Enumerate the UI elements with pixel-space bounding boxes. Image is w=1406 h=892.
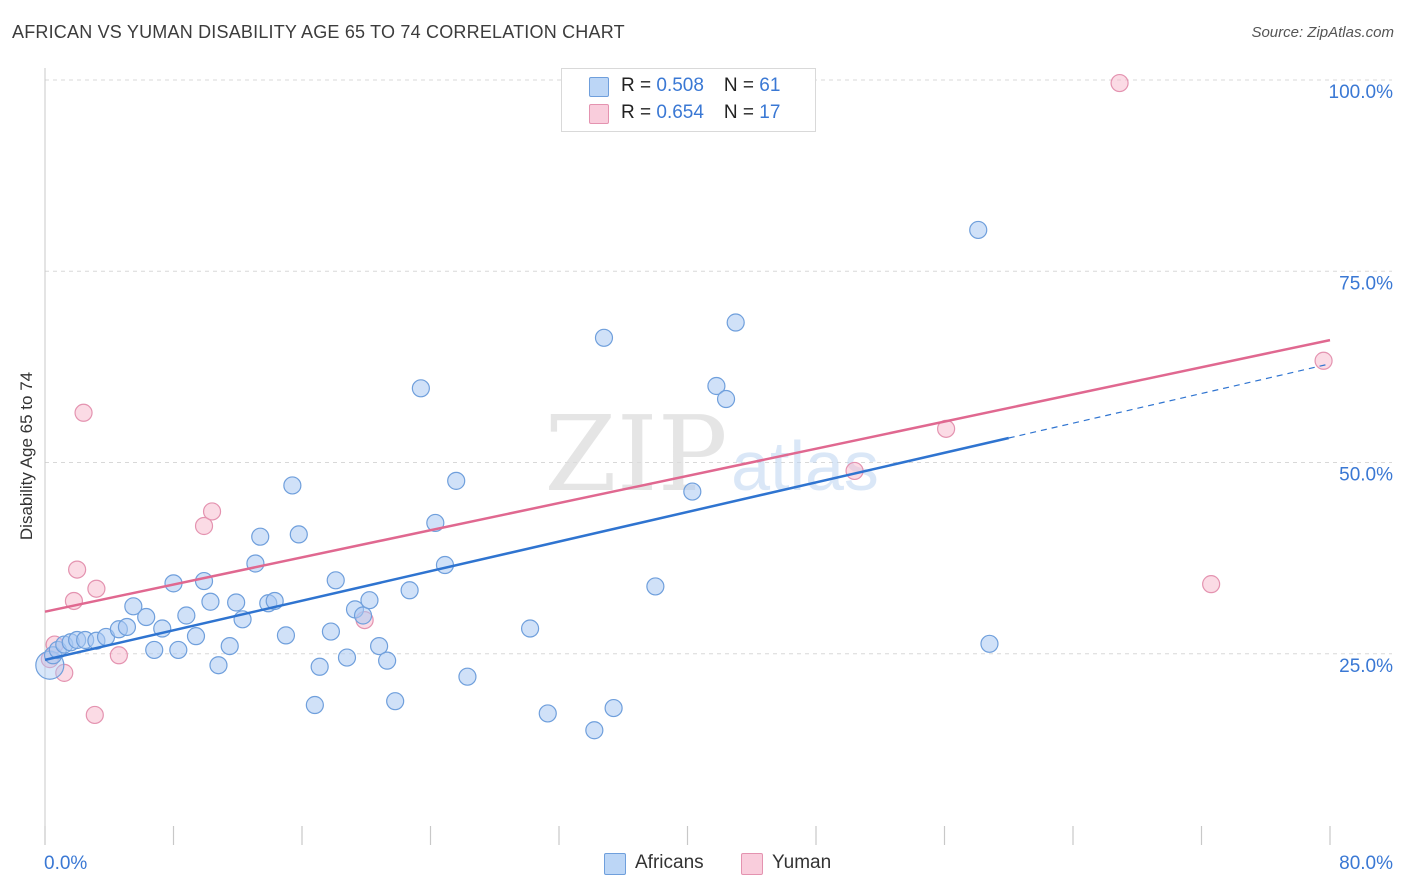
africans-point — [321, 622, 341, 641]
africans-point — [289, 525, 308, 544]
africans-point — [969, 220, 988, 240]
stats-legend: R = 0.508 N = 61 R = 0.654 N = 17 — [561, 68, 816, 132]
y-tick-label: 25.0% — [1339, 656, 1393, 677]
africans-point — [276, 626, 296, 645]
yuman-point — [1110, 73, 1129, 93]
y-axis-label: Disability Age 65 to 74 — [17, 371, 36, 541]
chart-title: AFRICAN VS YUMAN DISABILITY AGE 65 TO 74… — [12, 22, 625, 42]
africans-point — [980, 634, 999, 653]
africans-point — [400, 581, 419, 600]
africans-point — [227, 593, 246, 612]
legend-yuman-stats: R = 0.654 N = 17 — [621, 102, 781, 123]
africans-point — [169, 640, 188, 660]
yuman-legend-swatch — [741, 853, 763, 875]
africans-point — [145, 640, 164, 660]
yuman-point — [87, 579, 106, 598]
yuman-point — [109, 646, 128, 665]
africans-point — [447, 471, 466, 490]
africans-point — [326, 571, 345, 590]
africans-point — [194, 571, 214, 591]
yuman-trend-line — [44, 338, 1331, 613]
africans-point — [251, 527, 270, 546]
yuman-swatch — [589, 104, 609, 124]
yuman-point — [1314, 351, 1333, 370]
africans-point — [726, 313, 745, 332]
africans-point — [283, 476, 302, 495]
x-tick-label-min: 0.0% — [44, 853, 87, 874]
africans-point — [378, 651, 397, 670]
africans-legend-swatch — [604, 853, 626, 875]
africans-point — [117, 617, 137, 637]
africans-point — [360, 591, 379, 610]
africans-point — [594, 328, 614, 347]
africans-point — [337, 648, 357, 667]
africans-point — [458, 667, 477, 686]
axes — [44, 68, 1331, 845]
africans-point — [386, 692, 405, 711]
yuman-point — [74, 403, 93, 422]
africans-point — [353, 606, 373, 625]
watermark-zip: ZIP — [544, 393, 727, 515]
source-label: Source: ZipAtlas.com — [1251, 24, 1394, 41]
africans-point — [305, 695, 324, 715]
africans-point — [520, 619, 540, 638]
x-tick-label-max: 80.0% — [1339, 853, 1393, 874]
africans-point — [707, 376, 726, 396]
africans-swatch — [589, 77, 609, 97]
africans-point — [538, 704, 557, 723]
africans-point — [220, 636, 239, 656]
africans-point — [186, 627, 206, 646]
africans-point — [370, 636, 389, 656]
africans-point — [411, 379, 430, 398]
africans-point — [435, 555, 455, 575]
gridlines — [45, 79, 1392, 655]
yuman-point — [194, 516, 214, 536]
yuman-n-value: 17 — [759, 102, 781, 123]
africans-point — [646, 577, 665, 596]
trend-lines — [44, 338, 1331, 662]
africans-point — [310, 657, 329, 676]
yuman-point — [85, 705, 104, 725]
yuman-point — [1202, 575, 1221, 594]
legend-africans-stats: R = 0.508 N = 61 — [621, 75, 781, 96]
africans-point — [177, 606, 196, 625]
africans-n-value: 61 — [759, 75, 781, 96]
yuman-point — [68, 560, 87, 579]
africans-trend-line — [44, 436, 1010, 662]
africans-point — [604, 698, 623, 718]
africans-point — [201, 592, 220, 611]
y-tick-label: 50.0% — [1339, 465, 1393, 486]
africans-points — [35, 220, 999, 740]
yuman-point — [202, 502, 222, 521]
africans-point — [124, 597, 143, 616]
africans-point — [716, 389, 736, 409]
africans-point — [585, 721, 604, 740]
tick-labels: 25.0% 50.0% 75.0% 100.0% 0.0% 80.0% — [44, 82, 1393, 874]
africans-point — [137, 607, 156, 627]
africans-r-value: 0.508 — [656, 75, 704, 96]
africans-legend-label: Africans — [635, 852, 704, 873]
y-tick-label: 100.0% — [1329, 82, 1394, 103]
y-tick-label: 75.0% — [1339, 273, 1393, 294]
africans-point — [209, 656, 228, 675]
yuman-r-value: 0.654 — [656, 102, 704, 123]
africans-point — [683, 482, 702, 501]
series-legend: Africans Yuman — [0, 852, 1406, 878]
yuman-legend-label: Yuman — [772, 852, 832, 873]
